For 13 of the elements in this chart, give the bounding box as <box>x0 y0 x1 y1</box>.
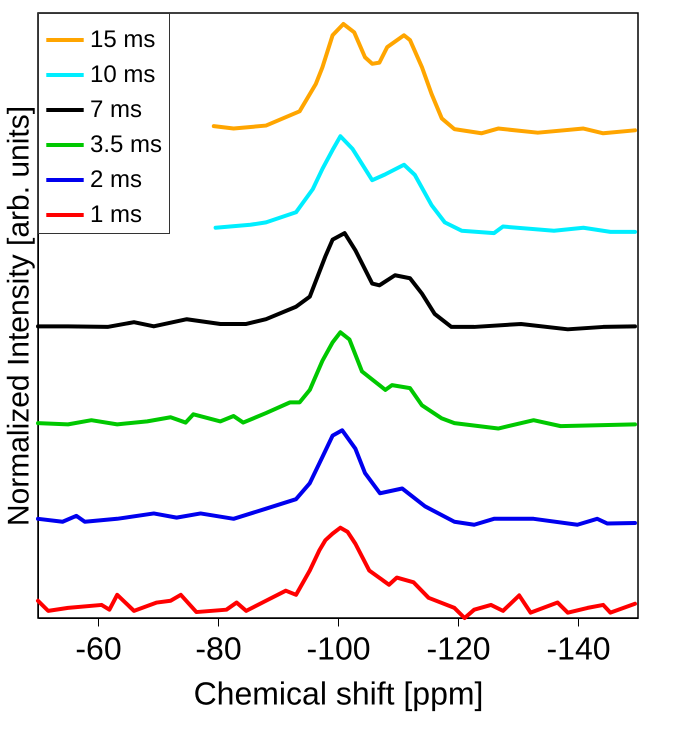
x-tick-label: -140 <box>546 630 611 666</box>
x-tick-label: -100 <box>306 630 371 666</box>
legend-label: 10 ms <box>90 61 156 88</box>
x-tick-label: -60 <box>75 630 122 666</box>
legend-label: 2 ms <box>90 166 142 193</box>
legend-label: 1 ms <box>90 201 142 228</box>
legend-label: 15 ms <box>90 26 156 53</box>
x-tick-label: -80 <box>195 630 242 666</box>
y-axis-title: Normalized Intensity [arb. units] <box>2 106 36 526</box>
legend-label: 3.5 ms <box>90 131 162 158</box>
x-tick-label: -120 <box>426 630 491 666</box>
x-axis-title: Chemical shift [ppm] <box>194 676 484 712</box>
legend-label: 7 ms <box>90 96 142 123</box>
